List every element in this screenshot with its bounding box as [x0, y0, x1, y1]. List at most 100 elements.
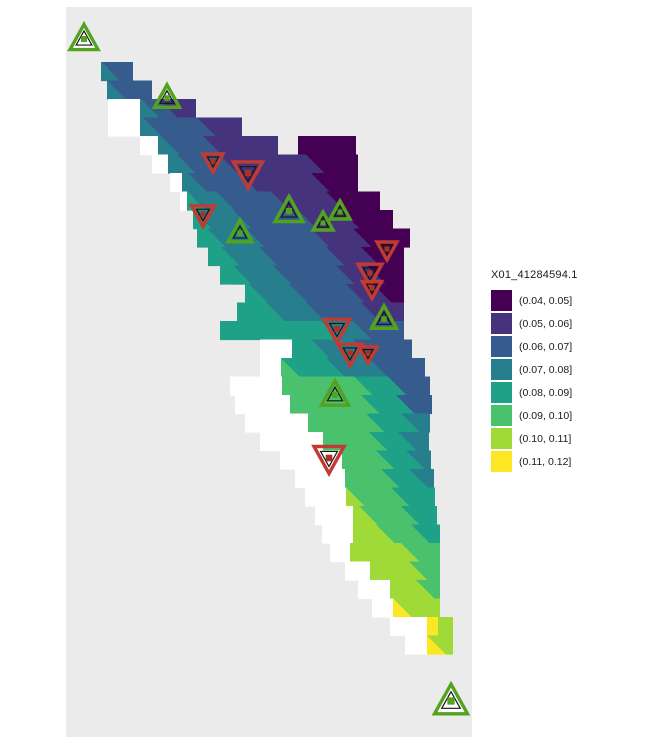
marker-down-triangle-center-dot	[334, 326, 340, 332]
heatmap-run	[220, 321, 340, 341]
heatmap-run	[325, 154, 358, 174]
heatmap-split-tile	[366, 413, 385, 433]
heatmap-white-run	[390, 617, 427, 637]
heatmap-run	[420, 506, 437, 526]
legend-swatch	[491, 359, 512, 380]
heatmap-run	[126, 80, 152, 100]
marker-down-triangle-inner-line	[342, 347, 358, 362]
heatmap-split-tile	[326, 358, 345, 378]
heatmap-split-tile	[271, 191, 290, 211]
marker-down-triangle	[359, 279, 385, 303]
heatmap-white-run	[295, 469, 345, 489]
heatmap-split-tile	[361, 395, 380, 415]
marker-up-triangle-inner-line	[280, 201, 298, 218]
heatmap-run	[120, 62, 133, 82]
heatmap-split-tile	[388, 376, 407, 396]
marker-up-triangle-center-dot	[332, 392, 338, 398]
heatmap-split-tile	[281, 358, 300, 378]
heatmap-split-tile	[396, 395, 415, 415]
heatmap-split-tile	[427, 635, 446, 655]
legend-entry: (0.09, 0.10]	[491, 405, 641, 426]
heatmap-split-tile	[246, 228, 265, 248]
heatmap-run	[420, 543, 440, 563]
legend-swatch	[491, 290, 512, 311]
heatmap-split-tile	[409, 561, 428, 581]
heatmap-split-tile	[361, 395, 380, 415]
heatmap-split-tile	[107, 80, 126, 100]
heatmap-split-tile	[376, 450, 395, 470]
heatmap-split-tile	[398, 432, 417, 452]
heatmap-run	[428, 469, 434, 489]
heatmap-split-tile	[249, 284, 268, 304]
marker-up-triangle-center-dot	[237, 230, 243, 236]
heatmap-run	[412, 598, 440, 618]
legend-entry: (0.07, 0.08]	[491, 359, 641, 380]
heatmap-split-tile	[381, 469, 400, 489]
heatmap-run	[430, 524, 440, 544]
heatmap-split-tile	[187, 191, 206, 211]
heatmap-split-tile	[203, 136, 222, 156]
legend-bin-label: (0.04, 0.05]	[519, 294, 573, 307]
heatmap-split-tile	[311, 339, 330, 359]
marker-up-triangle-center-dot	[381, 316, 387, 322]
marker-down-triangle-inner-line	[380, 244, 394, 257]
heatmap-run	[372, 339, 412, 359]
heatmap-white-run	[358, 580, 390, 600]
legend-bin-label: (0.09, 0.10]	[519, 409, 573, 422]
heatmap-white-run	[260, 339, 292, 359]
heatmap-split-tile	[373, 284, 392, 304]
marker-up-triangle-center-dot	[337, 209, 343, 215]
heatmap-split-tile	[353, 321, 372, 341]
marker-down-triangle-center-dot	[384, 246, 390, 252]
heatmap-split-tile	[346, 284, 365, 304]
heatmap-split-tile	[273, 265, 292, 285]
heatmap-run	[425, 450, 431, 470]
heatmap-split-tile	[401, 413, 420, 433]
legend-bin-label: (0.10, 0.11]	[519, 432, 572, 445]
heatmap-split-tile	[376, 524, 395, 544]
heatmap-run	[222, 136, 278, 156]
heatmap-split-tile	[361, 302, 380, 322]
heatmap-split-tile	[409, 469, 428, 489]
heatmap-run	[216, 117, 242, 137]
heatmap-split-tile	[311, 228, 330, 248]
heatmap-white-run	[345, 561, 370, 581]
legend-bin-label: (0.05, 0.06]	[519, 317, 573, 330]
heatmap-split-tile	[326, 191, 345, 211]
marker-up-triangle-inner-line	[326, 385, 344, 402]
heatmap-split-tile	[161, 136, 180, 156]
marker-up-triangle-center-dot	[164, 95, 170, 101]
legend-entry: (0.06, 0.07]	[491, 336, 641, 357]
heatmap-split-tile	[353, 321, 372, 341]
heatmap-split-tile	[306, 302, 325, 322]
marker-down-triangle	[355, 262, 385, 290]
heatmap-split-tile	[326, 247, 345, 267]
heatmap-split-tile	[366, 413, 385, 433]
marker-down-triangle	[374, 240, 400, 264]
heatmap-white-run	[305, 487, 350, 507]
legend-entry: (0.08, 0.09]	[491, 382, 641, 403]
heatmap-white-run	[152, 154, 168, 174]
marker-up-triangle	[368, 302, 400, 330]
marker-down-triangle-center-dot	[325, 454, 333, 462]
heatmap-white-run	[108, 99, 140, 119]
legend-bin-label: (0.06, 0.07]	[519, 340, 573, 353]
marker-down-triangle	[311, 444, 347, 478]
marker-up-triangle	[272, 192, 306, 224]
marker-down-triangle-center-dot	[367, 270, 373, 276]
legend-swatch	[491, 428, 512, 449]
marker-down-triangle-center-dot	[200, 211, 206, 217]
marker-up-triangle-inner-line	[316, 215, 330, 228]
heatmap-split-tile	[326, 358, 345, 378]
marker-down-triangle	[200, 152, 226, 176]
heatmap-split-tile	[409, 469, 428, 489]
legend-swatch	[491, 313, 512, 334]
heatmap-run	[388, 358, 425, 378]
heatmap-split-tile	[289, 284, 308, 304]
heatmap-white-run	[315, 506, 353, 526]
heatmap-split-tile	[259, 247, 278, 267]
heatmap-split-tile	[311, 173, 330, 193]
heatmap-split-tile	[259, 247, 278, 267]
marker-down-triangle-center-dot	[365, 350, 371, 356]
heatmap-split-tile	[346, 487, 365, 507]
